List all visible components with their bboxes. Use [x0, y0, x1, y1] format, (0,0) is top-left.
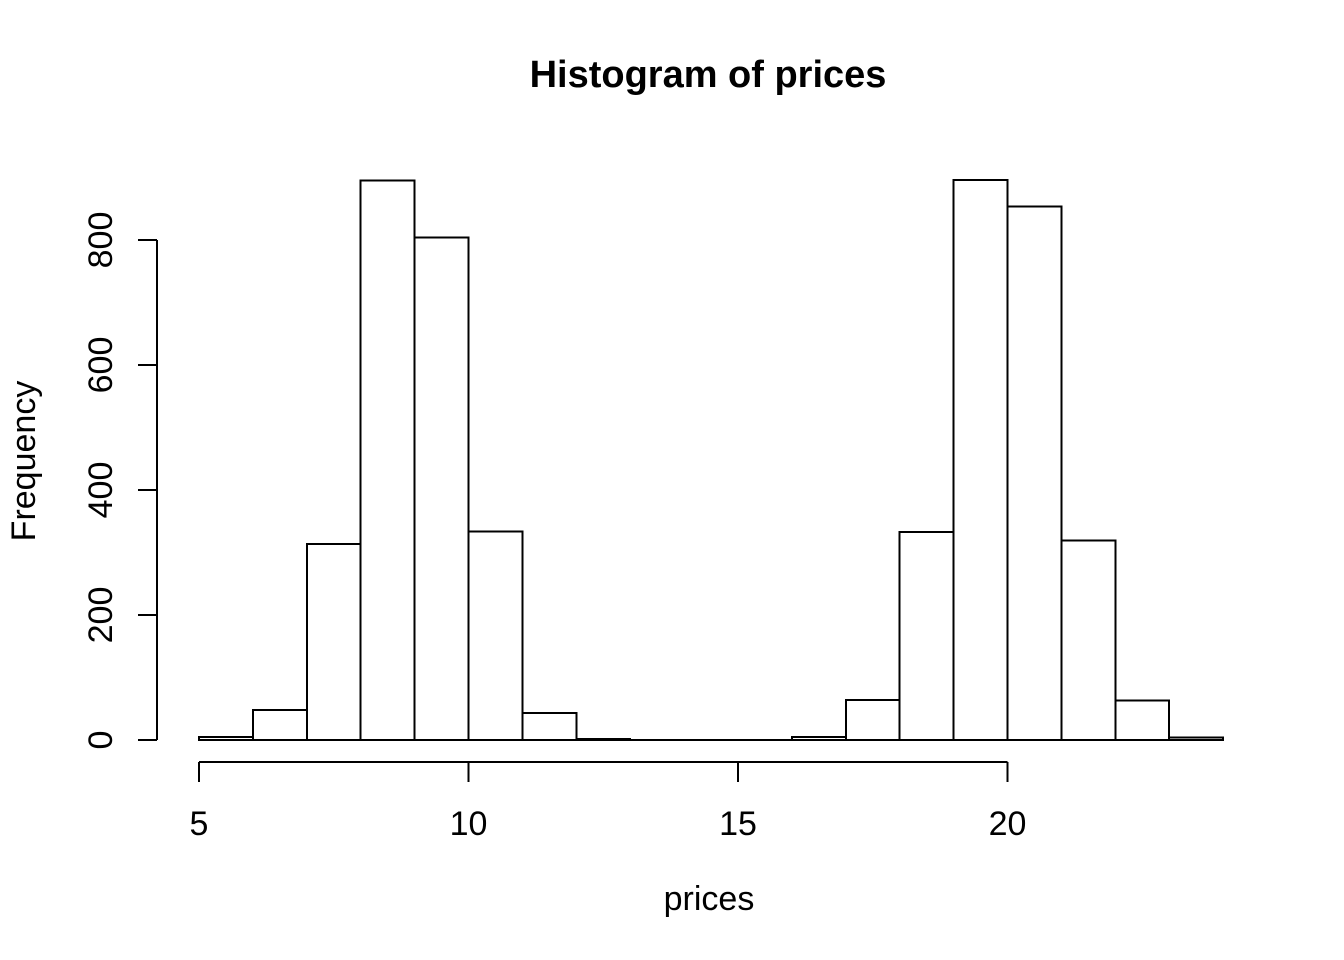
histogram-bar [844, 699, 901, 741]
histogram-bar [952, 179, 1009, 741]
x-axis-tick-label: 10 [450, 805, 488, 843]
x-axis-tick-label: 20 [989, 805, 1027, 843]
histogram-bar [198, 735, 254, 741]
histogram-bar [251, 709, 308, 741]
histogram-bar [413, 236, 470, 741]
histogram-bar [790, 735, 847, 741]
histogram-bar [467, 530, 524, 741]
histogram-bar [1006, 205, 1063, 741]
histogram-bar [1168, 736, 1225, 741]
histogram-bar [305, 542, 362, 741]
histogram-bar [521, 712, 578, 741]
y-axis-tick-label: 200 [82, 587, 120, 644]
x-axis-tick-label: 15 [719, 805, 757, 843]
y-axis-tick-label: 400 [82, 462, 120, 519]
histogram-bar [898, 530, 955, 741]
histogram-bar [359, 179, 416, 741]
histogram-bar [575, 737, 632, 741]
chart-title: Histogram of prices [529, 54, 887, 96]
x-axis-tick-label: 5 [190, 805, 209, 843]
x-axis-title: prices [663, 880, 755, 918]
y-axis-tick-label: 600 [82, 337, 120, 394]
histogram-bar [1060, 539, 1117, 741]
y-axis-tick-label: 800 [82, 212, 120, 269]
histogram-bar [1114, 699, 1171, 741]
y-axis-tick-label: 0 [82, 731, 120, 750]
